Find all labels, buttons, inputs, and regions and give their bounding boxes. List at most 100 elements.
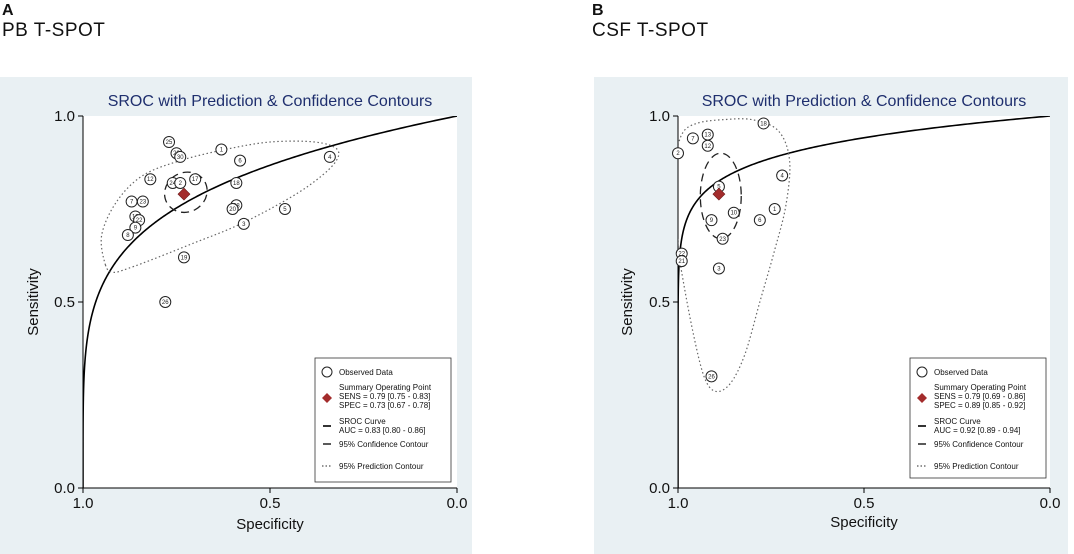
csf-point-marker [701, 139, 714, 152]
pb-data-point: 7 [125, 195, 138, 208]
csf-point-label: 7 [691, 136, 695, 142]
csf-point-label: 26 [708, 374, 715, 380]
csf-data-point: 21 [675, 255, 688, 268]
pb-point-marker [230, 176, 243, 189]
csf-point-marker [716, 232, 729, 245]
pb-curves [83, 116, 457, 488]
pb-data-point: 2 [174, 176, 187, 189]
pb-legend-observed-text: Observed Data [339, 368, 393, 377]
csf-legend-summary-text: SPEC = 0.89 [0.85 - 0.92] [934, 401, 1025, 410]
pb-point-label: 4 [328, 155, 332, 161]
pb-y-axis-title: Sensitivity [25, 268, 42, 336]
pb-legend-prediction-text: 95% Prediction Contour [339, 462, 424, 471]
csf-point-marker [727, 206, 740, 219]
csf-legend-summary-symbol [917, 393, 927, 403]
pb-y-tick-label: 0.0 [54, 480, 75, 497]
pb-point-marker [278, 203, 291, 215]
pb-point-label: 3 [242, 222, 246, 228]
csf-point-label: 5 [717, 185, 721, 191]
csf-x-tick-label: 0.5 [854, 495, 875, 512]
pb-legend-sroc-text: SROC Curve [339, 417, 386, 426]
csf-chart-title: SROC with Prediction & Confidence Contou… [702, 93, 1027, 110]
pb-data-point: 6 [234, 154, 247, 167]
pb-point-label: 1 [220, 147, 224, 153]
pb-point-label: 5 [283, 207, 287, 213]
csf-legend-summary-text: SENS = 0.79 [0.69 - 0.86] [934, 392, 1025, 401]
csf-y-tick-label: 0.0 [649, 480, 670, 497]
pb-point-marker [234, 154, 247, 167]
csf-y-tick-label: 1.0 [649, 108, 670, 125]
pb-legend-box [314, 357, 452, 483]
pb-point-marker [144, 173, 157, 186]
pb-point-label: 7 [130, 200, 134, 206]
pb-point-label: 6 [238, 159, 242, 165]
pb-data-point: 25 [163, 136, 176, 149]
csf-point-label: 3 [717, 267, 721, 273]
pb-x-axis-title: Specificity [236, 516, 304, 533]
csf-prediction-contour [678, 118, 791, 393]
csf-data-point: 3 [712, 262, 725, 275]
csf-data-point: 18 [757, 117, 770, 130]
pb-x-tick-label: 0.0 [447, 495, 468, 512]
pb-point-marker [121, 229, 134, 242]
pb-point-label: 19 [181, 255, 188, 261]
pb-data-point: 23 [136, 195, 149, 208]
pb-point-marker [226, 203, 239, 215]
pb-data-point: 18 [230, 176, 243, 189]
pb-point-label: 24 [169, 181, 176, 187]
csf-legend-sroc-text: SROC Curve [934, 417, 981, 426]
csf-data-point: 4 [776, 169, 789, 182]
pb-sroc-curve [83, 116, 457, 488]
csf-point-marker [672, 147, 684, 160]
csf-point-marker [686, 132, 699, 145]
csf-y-tick-label: 0.5 [649, 294, 670, 311]
pb-point-marker [177, 251, 190, 264]
pb-chart-title: SROC with Prediction & Confidence Contou… [108, 93, 433, 110]
pb-x-tick-label: 1.0 [73, 495, 94, 512]
pb-legend-summary-symbol [322, 393, 332, 403]
csf-data-point: 12 [701, 139, 714, 152]
csf-data-point: 2 [672, 147, 684, 160]
pb-point-marker [323, 150, 336, 163]
pb-point-label: 25 [166, 140, 173, 146]
csf-point-label: 1 [773, 207, 777, 213]
csf-legend-sroc-text: AUC = 0.92 [0.89 - 0.94] [934, 426, 1021, 435]
pb-data-point: 20 [226, 203, 239, 215]
csf-point-marker [776, 169, 789, 182]
csf-data-point: 10 [727, 206, 740, 219]
pb-point-marker [163, 136, 176, 149]
pb-legend: Observed Data Summary Operating PointSENS… [314, 357, 452, 483]
pb-point-label: 9 [134, 226, 138, 232]
pb-summary-point [177, 187, 191, 201]
csf-chart: SROC with Prediction & Confidence Contou… [594, 77, 1068, 554]
pb-point-label: 30 [177, 155, 184, 161]
pb-legend-confidence-text: 95% Confidence Contour [339, 440, 429, 449]
pb-point-label: 17 [192, 177, 199, 183]
csf-point-label: 10 [730, 211, 737, 217]
csf-point-marker [675, 255, 688, 268]
pb-data-point: 26 [159, 296, 172, 308]
pb-point-label: 12 [147, 177, 154, 183]
panel-b-title: CSF T-SPOT [592, 20, 709, 41]
csf-legend-prediction-text: 95% Prediction Contour [934, 462, 1019, 471]
pb-point-marker [215, 143, 228, 156]
csf-data-point: 1 [768, 203, 781, 215]
pb-data-point: 5 [278, 203, 291, 215]
csf-legend-summary-text: Summary Operating Point [934, 383, 1027, 392]
pb-prediction-contour [100, 140, 340, 273]
csf-x-tick-label: 1.0 [668, 495, 689, 512]
csf-legend-box [909, 357, 1047, 479]
csf-point-label: 12 [704, 144, 711, 150]
csf-point-label: 6 [758, 218, 762, 224]
csf-point-marker [757, 117, 770, 130]
csf-confidence-contour [699, 152, 742, 240]
pb-point-label: 18 [233, 181, 240, 187]
csf-legend-observed-text: Observed Data [934, 368, 988, 377]
csf-point-marker [712, 262, 725, 275]
csf-point-marker [705, 370, 718, 383]
pb-data-point: 30 [174, 150, 187, 163]
pb-legend-summary-text: SENS = 0.79 [0.75 - 0.83] [339, 392, 430, 401]
pb-confidence-contour [163, 171, 208, 214]
pb-chart: SROC with Prediction & Confidence Contou… [0, 77, 472, 554]
